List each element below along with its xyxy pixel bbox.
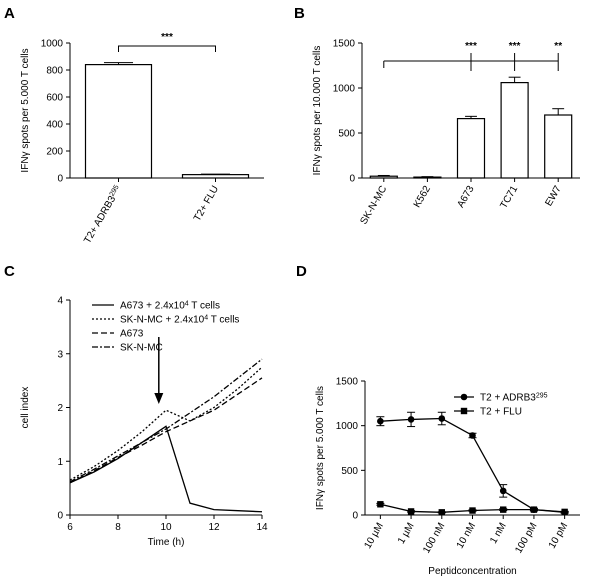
panel-c-legend-label: A673 xyxy=(120,329,144,340)
panel-b-y-tick-label: 500 xyxy=(338,129,355,140)
panel-a-bar xyxy=(181,174,250,179)
panel-d-data-point xyxy=(377,501,384,508)
panel-b-bar xyxy=(369,175,398,179)
panel-c-y-tick-label: 4 xyxy=(57,296,63,307)
panel-d-y-tick-label: 0 xyxy=(352,511,358,522)
panel-d-legend-label: T2 + ADRB3295 xyxy=(480,392,548,404)
panel-d-data-point xyxy=(530,506,538,513)
panel-label-b: B xyxy=(294,5,305,22)
panel-d-y-tick-label: 1000 xyxy=(336,421,359,432)
panel-c-legend-label: SK-N-MC xyxy=(120,343,163,354)
panel-a-y-tick-label: 600 xyxy=(46,93,63,104)
panel-d-x-tick-label: 10 pM xyxy=(547,521,570,551)
panel-b-y-axis-title: IFNγ spots per 10.000 T cells xyxy=(312,46,323,176)
panel-d-x-tick-label: 100 pM xyxy=(513,521,539,555)
panel-c-y-tick-label: 3 xyxy=(57,349,63,360)
panel-a-significance-bracket xyxy=(118,45,216,52)
panel-d-data-point xyxy=(438,509,445,516)
panel-d-legend-label: T2 + FLU xyxy=(480,407,522,418)
panel-c-y-tick-label: 0 xyxy=(57,511,63,522)
panel-b-bar-chart: 0 500 1000 1500 IFNγ spots per 10.000 T cell… xyxy=(312,39,580,227)
panel-c-legend-label: A673 + 2.4x104 T cells xyxy=(120,300,220,312)
panel-d-data-point xyxy=(407,508,415,515)
panel-d-y-tick-label: 1500 xyxy=(336,377,359,388)
panel-a-y-axis-title: IFNγ spots per 5.000 T cells xyxy=(20,48,31,172)
panel-b-bar xyxy=(456,117,486,179)
panel-b-x-tick-label: A673 xyxy=(455,184,476,210)
panel-label-a: A xyxy=(4,5,15,22)
panel-b-bar xyxy=(413,176,442,179)
panel-c-series-line xyxy=(69,366,263,481)
panel-b-significance-label: ** xyxy=(554,41,562,52)
panel-c-x-tick-label: 6 xyxy=(67,522,73,533)
panel-a-bar xyxy=(84,63,153,179)
panel-d-data-point xyxy=(407,416,415,423)
panel-a-y-tick-label: 800 xyxy=(46,66,63,77)
panel-d-x-tick-label: 1 µM xyxy=(396,521,417,546)
panel-c-x-tick-label: 12 xyxy=(208,522,220,533)
panel-b-bar xyxy=(500,81,529,179)
panel-d-legend-marker xyxy=(460,393,468,401)
panel-b-bar xyxy=(544,114,573,179)
panel-d-y-tick-label: 500 xyxy=(341,466,358,477)
panel-d-x-tick-label: 100 nM xyxy=(421,521,447,555)
panel-d-data-point xyxy=(438,415,446,422)
panel-a-bar-chart: 0 200 400 600 800 1000 IFNγ spots per 5.000 T … xyxy=(20,32,264,246)
panel-c-arrow-head xyxy=(154,393,164,404)
panel-d-data-point xyxy=(377,417,384,425)
panel-c-legend-label: SK-N-MC + 2.4x104 T cells xyxy=(120,314,239,326)
panel-d-x-axis-title: Peptidconcentration xyxy=(428,566,516,577)
panel-b-y-tick-label: 1000 xyxy=(333,84,356,95)
panel-c-x-tick-label: 10 xyxy=(160,522,172,533)
panel-c-series-line xyxy=(69,425,263,513)
panel-label-d: D xyxy=(296,263,307,280)
panel-c-x-tick-label: 14 xyxy=(256,522,268,533)
panel-b-significance-label: *** xyxy=(465,41,477,52)
panel-b-x-tick-label: SK-N-MC xyxy=(358,184,389,227)
panel-d-data-point xyxy=(499,487,507,495)
panel-label-c: C xyxy=(4,263,15,280)
panel-d-data-point xyxy=(500,506,507,513)
panel-d-data-point xyxy=(469,432,476,439)
panel-d-data-point xyxy=(561,508,568,516)
panel-a-y-tick-label: 200 xyxy=(46,147,63,158)
panel-c-x-tick-label: 8 xyxy=(115,522,121,533)
panel-a-significance-label: *** xyxy=(161,32,173,43)
panel-a-x-tick-label: T2+ ADRB3295 xyxy=(82,184,124,246)
panel-a-y-tick-label: 0 xyxy=(57,174,63,185)
panel-c-series-line xyxy=(69,358,263,483)
panel-a-x-tick-label: T2+ FLU xyxy=(192,184,221,223)
panel-d-x-tick-label: 10 µM xyxy=(362,521,386,551)
panel-c-series-line xyxy=(69,377,263,484)
panel-b-x-tick-label: EW7 xyxy=(543,184,564,209)
panel-d-data-point xyxy=(469,507,476,514)
panel-b-y-tick-label: 1500 xyxy=(333,39,356,50)
panel-c-y-tick-label: 1 xyxy=(57,457,63,468)
panel-c-y-tick-label: 2 xyxy=(57,403,63,414)
panel-d-legend-marker xyxy=(460,407,468,415)
panel-d-x-tick-label: 1 nM xyxy=(488,521,509,546)
panel-a-y-tick-label: 1000 xyxy=(41,39,64,50)
panel-d-y-axis-title: IFNγ spots per 5.000 T cells xyxy=(315,386,326,510)
panel-c-x-axis-title: Time (h) xyxy=(148,537,185,548)
panel-d-x-tick-label: 10 nM xyxy=(455,521,478,551)
panel-b-significance-label: *** xyxy=(509,41,521,52)
panel-b-x-tick-label: K562 xyxy=(412,184,433,210)
panel-b-x-tick-label: TC71 xyxy=(498,184,520,211)
panel-b-y-tick-label: 0 xyxy=(349,174,355,185)
panel-c-y-axis-title: cell index xyxy=(20,387,31,429)
panel-a-y-tick-label: 400 xyxy=(46,120,63,131)
panel-d-line-chart: 0 500 1000 1500 IFNγ spots per 5.000 T cells… xyxy=(315,377,580,577)
